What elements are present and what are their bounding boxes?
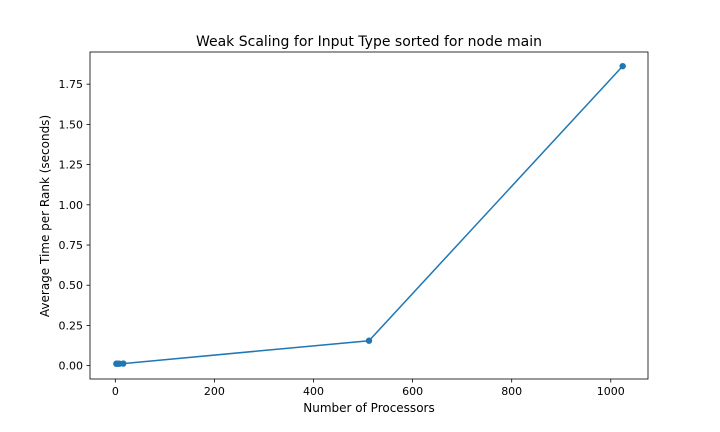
plot-area: 0 200 400 600 800 1000 0.00 0.25 0.50 0.75 1.00 1.2…: [59, 51, 649, 398]
x-axis-label: Number of Processors: [303, 401, 434, 415]
x-tick-label: 400: [303, 385, 324, 398]
x-tick-label: 600: [402, 385, 423, 398]
x-tick-label: 800: [501, 385, 522, 398]
y-tick-label: 0.75: [59, 239, 84, 252]
y-tick-label: 0.50: [59, 279, 84, 292]
y-tick-label: 1.75: [59, 78, 84, 91]
axes-frame: [89, 51, 649, 380]
y-tick-label: 0.25: [59, 319, 84, 332]
data-point: [120, 360, 127, 367]
x-tick-label: 1000: [597, 385, 625, 398]
y-tick-label: 0.00: [59, 360, 84, 373]
x-tick-label: 0: [112, 385, 119, 398]
y-tick-label: 1.00: [59, 199, 84, 212]
y-tick-label: 1.25: [59, 159, 84, 172]
data-point: [365, 337, 373, 344]
x-tick-label: 200: [204, 385, 225, 398]
y-axis-label: Average Time per Rank (seconds): [38, 115, 52, 317]
data-point: [619, 62, 626, 70]
chart-title: Weak Scaling for Input Type sorted for n…: [196, 34, 542, 50]
y-tick-label: 1.50: [59, 118, 84, 131]
